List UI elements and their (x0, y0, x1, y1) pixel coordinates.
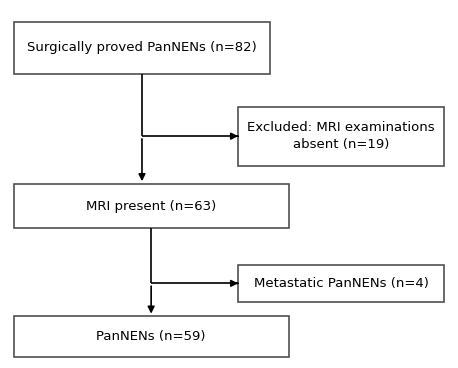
Bar (14, 316, 289, 357)
Bar (238, 265, 444, 302)
Text: Metastatic PanNENs (n=4): Metastatic PanNENs (n=4) (254, 277, 429, 290)
Text: MRI present (n=63): MRI present (n=63) (86, 199, 216, 213)
Text: Surgically proved PanNENs (n=82): Surgically proved PanNENs (n=82) (27, 41, 257, 54)
Bar (238, 107, 444, 166)
Bar (14, 22, 270, 74)
Text: PanNENs (n=59): PanNENs (n=59) (96, 330, 206, 343)
Text: Excluded: MRI examinations
absent (n=19): Excluded: MRI examinations absent (n=19) (247, 121, 435, 151)
Bar (14, 184, 289, 228)
